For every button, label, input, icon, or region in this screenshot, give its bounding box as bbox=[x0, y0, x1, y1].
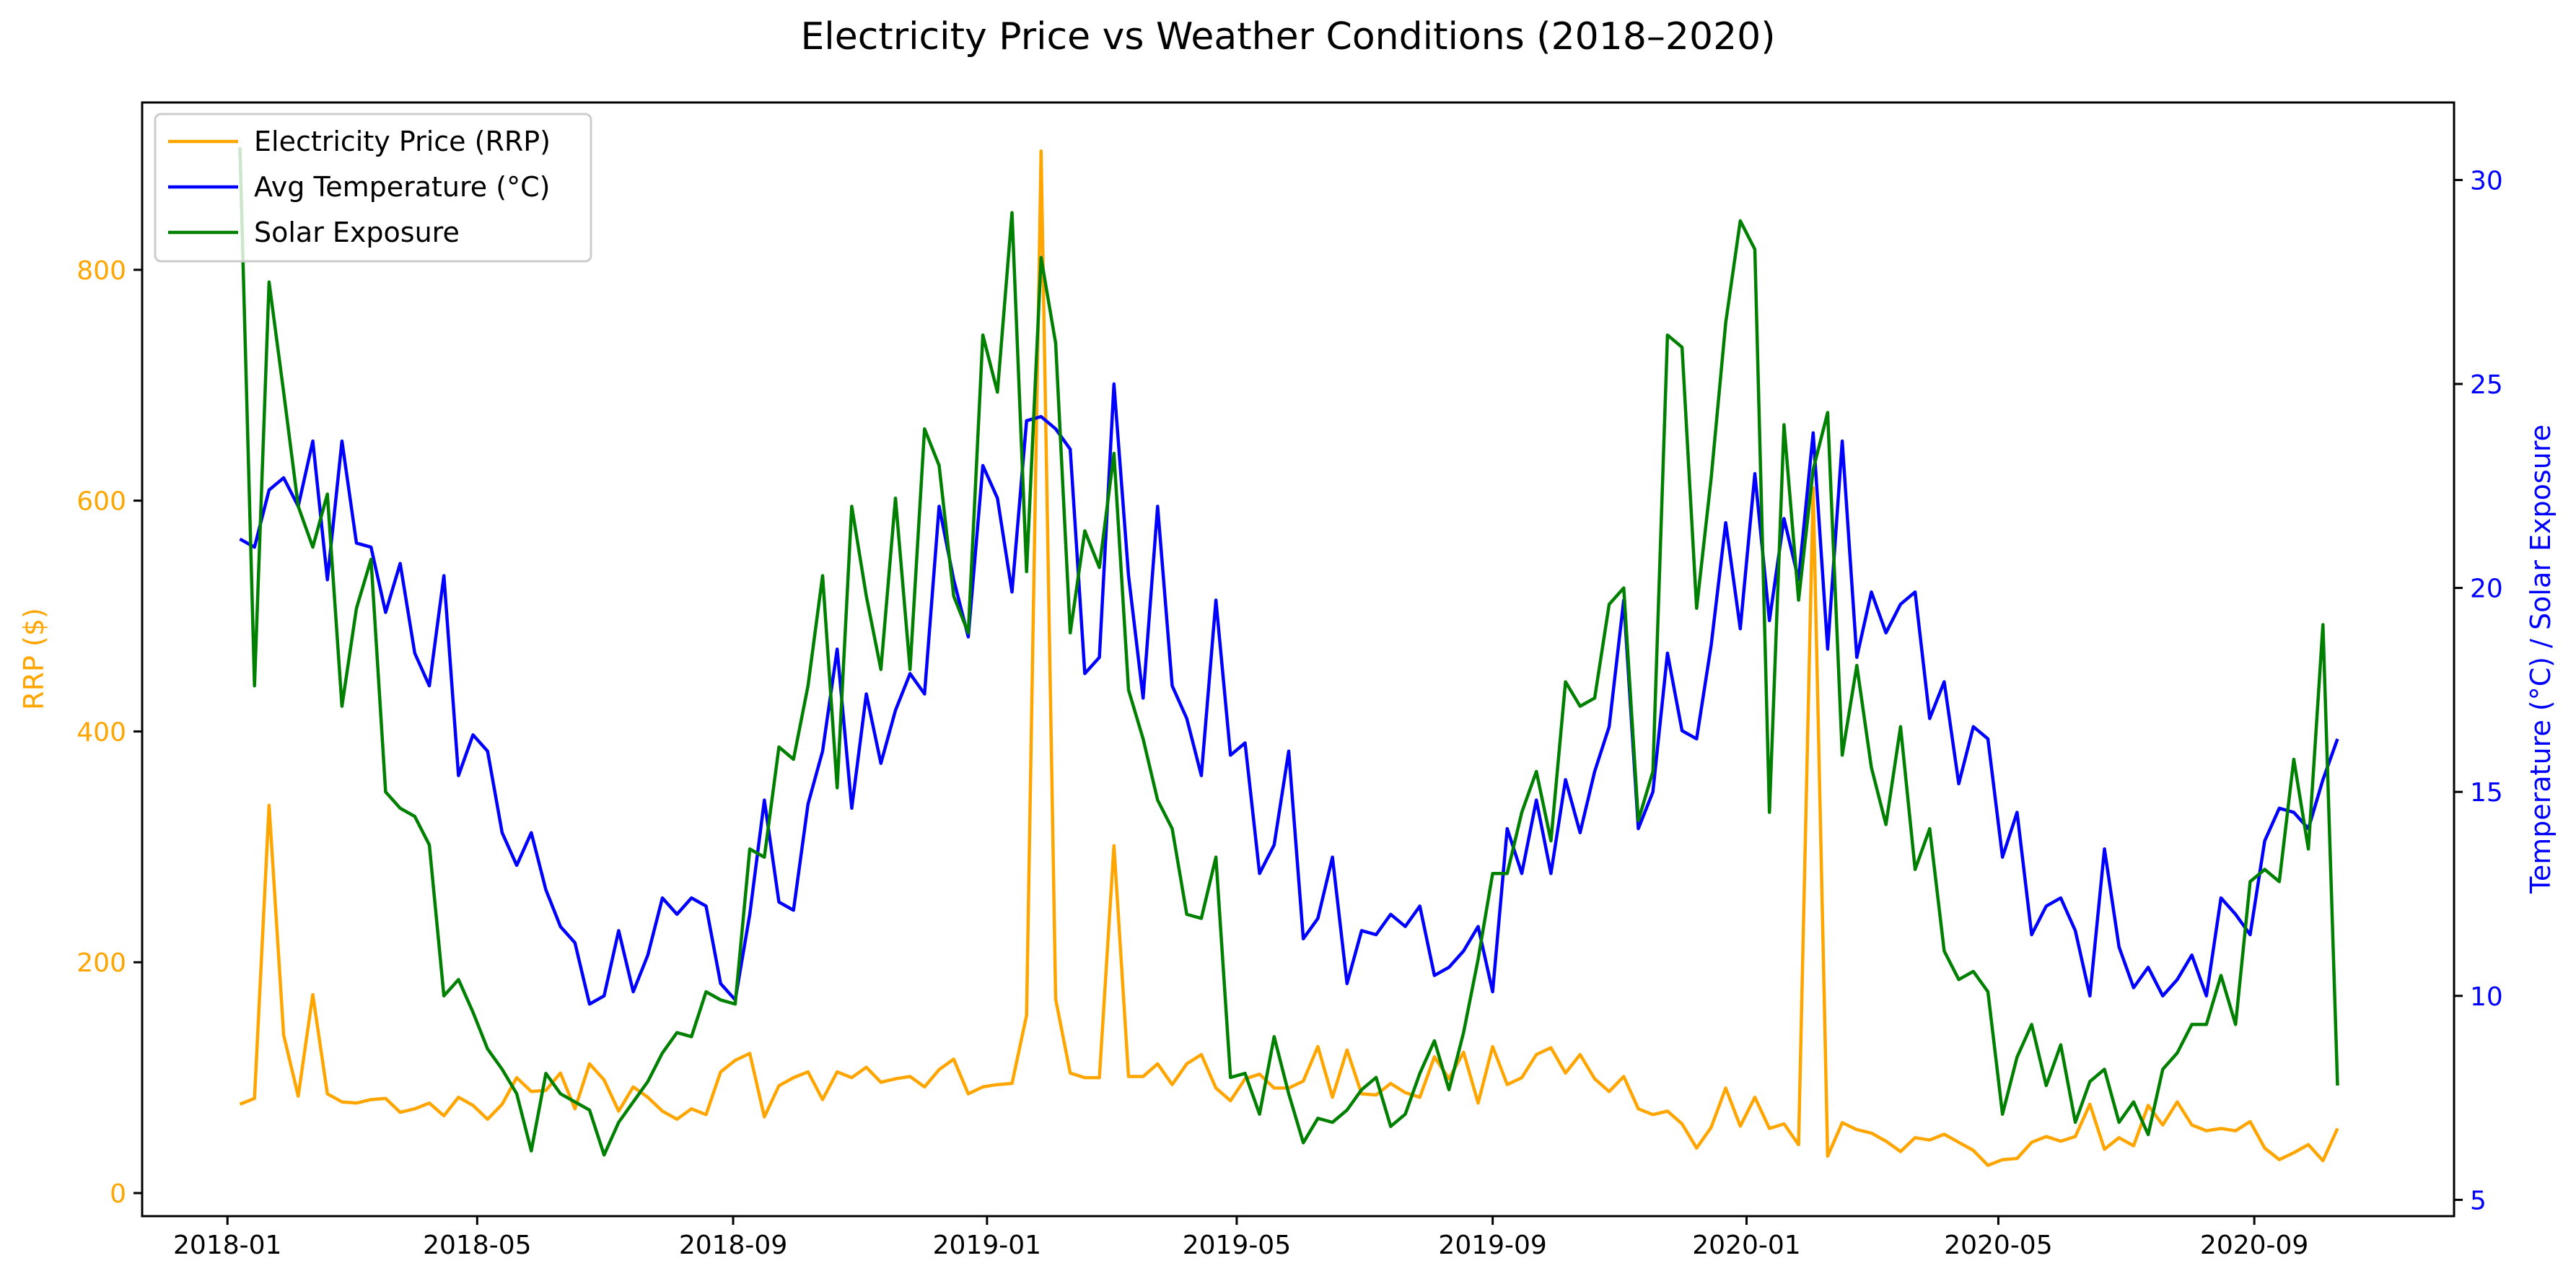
left-axis-label: RRP ($) bbox=[18, 608, 50, 710]
left-axis: 0 200 400 600 800 bbox=[76, 256, 142, 1209]
left-tick-label: 400 bbox=[76, 717, 126, 747]
x-tick-label: 2020-01 bbox=[1692, 1231, 1800, 1260]
x-tick-label: 2019-01 bbox=[933, 1231, 1041, 1260]
x-tick-label: 2020-09 bbox=[2200, 1231, 2308, 1260]
x-tick-label: 2018-01 bbox=[173, 1231, 281, 1260]
right-axis: 5 10 15 20 25 30 bbox=[2454, 166, 2503, 1215]
legend: Electricity Price (RRP) Avg Temperature (… bbox=[154, 113, 592, 263]
left-tick-label: 800 bbox=[76, 256, 126, 286]
series-line-0 bbox=[239, 149, 2339, 1167]
left-tick-label: 600 bbox=[76, 487, 126, 517]
legend-label: Electricity Price (RRP) bbox=[254, 126, 551, 157]
right-tick-label: 10 bbox=[2470, 982, 2503, 1012]
legend-label: Solar Exposure bbox=[254, 217, 460, 248]
right-tick-label: 30 bbox=[2470, 166, 2503, 196]
legend-label: Avg Temperature (°C) bbox=[254, 171, 550, 203]
left-tick-label: 200 bbox=[76, 948, 126, 978]
series-line-2 bbox=[238, 147, 2339, 1157]
x-tick-label: 2019-09 bbox=[1438, 1231, 1546, 1260]
left-tick-label: 0 bbox=[110, 1179, 126, 1209]
right-tick-label: 20 bbox=[2470, 575, 2503, 604]
right-tick-label: 25 bbox=[2470, 370, 2503, 400]
x-tick-label: 2019-05 bbox=[1183, 1231, 1291, 1260]
chart-title: Electricity Price vs Weather Conditions … bbox=[800, 15, 1775, 58]
right-tick-label: 15 bbox=[2470, 778, 2503, 808]
legend-box bbox=[154, 113, 592, 263]
plot-frame bbox=[141, 101, 2455, 1218]
x-tick-label: 2018-05 bbox=[423, 1231, 531, 1260]
plot-area bbox=[238, 147, 2339, 1167]
right-axis-label: Temperature (°C) / Solar Exposure bbox=[2525, 424, 2557, 894]
x-axis: 2018-01 2018-05 2018-09 2019-01 2019-05 2019-… bbox=[173, 1216, 2308, 1260]
x-tick-label: 2020-05 bbox=[1944, 1231, 2052, 1260]
x-tick-label: 2018-09 bbox=[679, 1231, 787, 1260]
right-tick-label: 5 bbox=[2470, 1186, 2487, 1215]
series-line-1 bbox=[239, 382, 2339, 1006]
